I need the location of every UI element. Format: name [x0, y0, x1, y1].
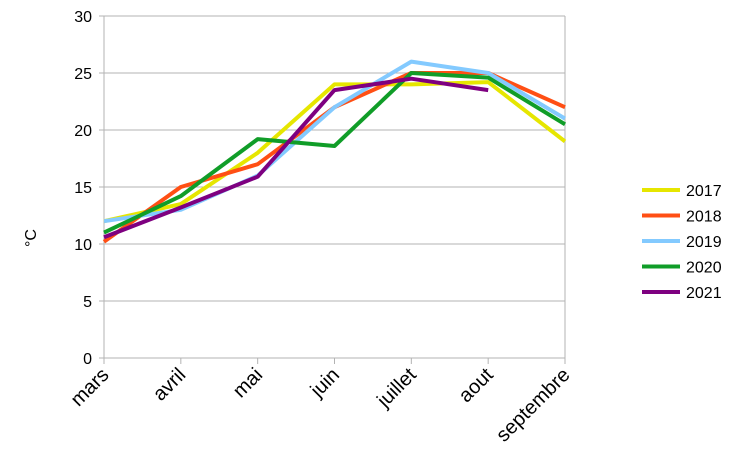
series-line-2021 [103, 76, 489, 240]
series-line-2017 [103, 80, 567, 224]
y-tick-labels: 0 5 10 15 20 25 30 [74, 9, 92, 368]
y-tick-label: 15 [74, 180, 92, 197]
x-tick-label: septembre [492, 364, 574, 446]
y-tick-label: 20 [74, 123, 92, 140]
y-tick-label: 25 [74, 66, 92, 83]
x-tick-label: aout [455, 364, 498, 407]
y-axis-label: °C [23, 229, 40, 247]
x-tick-label: avril [149, 364, 190, 405]
legend-label: 2020 [686, 260, 722, 277]
x-tick-label: juin [306, 364, 344, 402]
x-tick-label: mai [229, 364, 267, 402]
x-tick-label: juillet [372, 364, 421, 413]
gridlines [104, 15, 565, 359]
legend-label: 2017 [686, 183, 722, 200]
legend-label: 2021 [686, 285, 722, 302]
axes [99, 15, 566, 364]
y-tick-label: 5 [83, 294, 92, 311]
y-tick-label: 10 [74, 237, 92, 254]
y-tick-label: 0 [83, 351, 92, 368]
series-lines [102, 59, 567, 244]
y-tick-label: 30 [74, 9, 92, 26]
series-line-2019 [103, 59, 567, 224]
series-line-2020 [103, 71, 567, 235]
series-line-2018 [102, 71, 566, 244]
x-tick-label: mars [67, 364, 114, 411]
legend-label: 2018 [686, 209, 722, 226]
legend: 2017 2018 2019 2020 2021 [642, 183, 722, 302]
legend-label: 2019 [686, 234, 722, 251]
